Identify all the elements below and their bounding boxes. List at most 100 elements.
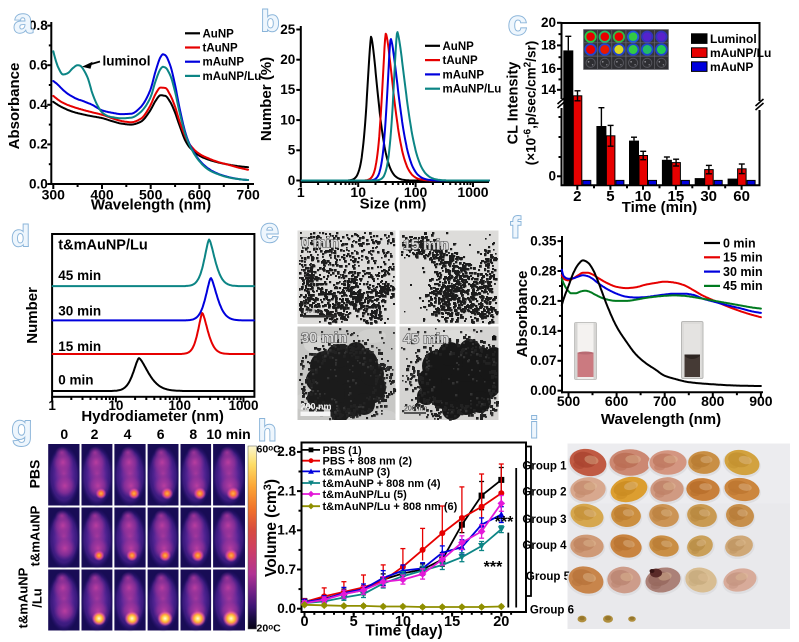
svg-text:900: 900 (749, 393, 773, 409)
svg-text:10: 10 (350, 184, 366, 200)
svg-text:2.8: 2.8 (277, 444, 296, 459)
svg-text:700: 700 (236, 187, 260, 203)
svg-text:15: 15 (668, 188, 685, 205)
svg-text:1000: 1000 (228, 398, 258, 413)
svg-text:(×10-6,p/sec/cm2/sr): (×10-6,p/sec/cm2/sr) (523, 41, 539, 165)
svg-text:20: 20 (493, 614, 509, 630)
svg-text:t&mAuNP: t&mAuNP (28, 505, 43, 566)
svg-text:AuNP: AuNP (443, 41, 475, 53)
svg-text:Number (%): Number (%) (258, 57, 275, 141)
svg-text:0.0: 0.0 (277, 601, 296, 616)
svg-text:mAuNP/Lu: mAuNP/Lu (443, 84, 502, 96)
svg-text:0.8: 0.8 (29, 18, 48, 33)
svg-text:100: 100 (168, 398, 191, 413)
svg-text:a: a (14, 3, 34, 41)
svg-text:c: c (508, 5, 527, 43)
svg-text:0 min: 0 min (58, 373, 93, 388)
svg-text:e: e (260, 212, 279, 250)
svg-text:100: 100 (404, 184, 428, 200)
svg-text:10: 10 (635, 188, 652, 205)
svg-text:700: 700 (653, 393, 677, 409)
svg-text:f: f (511, 212, 522, 245)
svg-text:g: g (12, 409, 33, 447)
svg-text:0.7: 0.7 (277, 562, 296, 577)
svg-text:1: 1 (297, 184, 305, 200)
svg-text:t&mAuNP: t&mAuNP (16, 567, 31, 628)
svg-text:tAuNP: tAuNP (203, 43, 238, 55)
svg-text:15 min: 15 min (723, 251, 763, 265)
svg-text:d: d (12, 220, 30, 253)
svg-text:0 min: 0 min (723, 236, 756, 250)
svg-text:h: h (258, 415, 276, 448)
svg-text:0.00: 0.00 (530, 383, 556, 398)
svg-text:Group 4: Group 4 (522, 540, 567, 552)
svg-text:0.0: 0.0 (29, 176, 48, 191)
svg-text:Group 1: Group 1 (522, 461, 567, 473)
svg-text:i: i (530, 412, 538, 445)
svg-text:200 nm: 200 nm (404, 406, 428, 413)
svg-text:5: 5 (606, 188, 614, 205)
svg-text:Group 2: Group 2 (522, 487, 566, 499)
svg-text:0.35: 0.35 (530, 233, 557, 248)
svg-text:45 min: 45 min (723, 279, 763, 293)
svg-text:Group 3: Group 3 (522, 514, 566, 526)
svg-text:20: 20 (280, 52, 295, 67)
svg-text:6: 6 (157, 426, 165, 442)
svg-text:Hydrodiameter (nm): Hydrodiameter (nm) (81, 408, 224, 425)
svg-text:15 min: 15 min (403, 238, 449, 254)
svg-text:0: 0 (60, 426, 68, 442)
svg-text:500: 500 (139, 187, 163, 203)
svg-text:30 min: 30 min (58, 304, 101, 319)
svg-text:10 min: 10 min (206, 426, 250, 442)
svg-text:2: 2 (573, 188, 581, 205)
svg-text:8: 8 (189, 426, 197, 442)
svg-text:mAuNP: mAuNP (443, 69, 485, 81)
svg-text:PBS + 808 nm (2): PBS + 808 nm (2) (323, 456, 413, 468)
svg-text:4: 4 (124, 426, 132, 442)
svg-text:16: 16 (541, 61, 557, 76)
svg-text:b: b (261, 5, 279, 38)
svg-text:15: 15 (280, 82, 296, 97)
svg-text:0.6: 0.6 (29, 58, 48, 73)
svg-text:CL Intensity: CL Intensity (506, 62, 522, 145)
svg-text:30 min: 30 min (301, 331, 347, 347)
svg-text:PBS: PBS (27, 460, 43, 489)
svg-text:luminol: luminol (103, 54, 151, 69)
svg-text:Group 6: Group 6 (530, 605, 574, 617)
svg-text:Group 5: Group 5 (526, 571, 571, 583)
svg-text:AuNP: AuNP (203, 28, 235, 40)
svg-text:0 min: 0 min (301, 236, 339, 252)
svg-text:18: 18 (541, 38, 557, 53)
svg-text:PBS (1): PBS (1) (323, 445, 362, 457)
svg-text:0.4: 0.4 (29, 97, 48, 112)
svg-text:Time (day): Time (day) (365, 623, 442, 640)
svg-text:Time (min): Time (min) (622, 199, 698, 216)
svg-text:60oC: 60oC (257, 444, 282, 456)
svg-text:20: 20 (541, 15, 556, 30)
svg-text:/Lu: /Lu (30, 588, 45, 608)
svg-text:10: 10 (395, 614, 411, 630)
svg-text:Luminol: Luminol (710, 32, 757, 46)
svg-text:Absorbance: Absorbance (514, 271, 531, 358)
svg-text:0.07: 0.07 (530, 353, 556, 368)
svg-text:Wavelength (nm): Wavelength (nm) (91, 197, 211, 214)
svg-text:30: 30 (700, 188, 717, 205)
svg-text:60: 60 (733, 188, 750, 205)
svg-text:0: 0 (288, 173, 296, 188)
svg-text:0.14: 0.14 (530, 323, 557, 338)
svg-text:20oC: 20oC (257, 623, 282, 635)
svg-text:300: 300 (42, 187, 66, 203)
svg-text:200 nm: 200 nm (301, 402, 332, 412)
svg-text:Number: Number (24, 287, 41, 344)
svg-text:10: 10 (280, 112, 295, 127)
svg-text:0: 0 (548, 169, 556, 184)
svg-text:tAuNP: tAuNP (443, 55, 478, 67)
svg-text:0.21: 0.21 (530, 293, 557, 308)
svg-text:Wavelength (nm): Wavelength (nm) (601, 411, 721, 428)
svg-text:mAuNP: mAuNP (710, 60, 753, 74)
svg-text:14: 14 (541, 82, 557, 97)
svg-text:0: 0 (300, 614, 308, 630)
svg-text:15: 15 (444, 614, 460, 630)
svg-text:800: 800 (701, 393, 725, 409)
svg-text:400: 400 (90, 187, 114, 203)
